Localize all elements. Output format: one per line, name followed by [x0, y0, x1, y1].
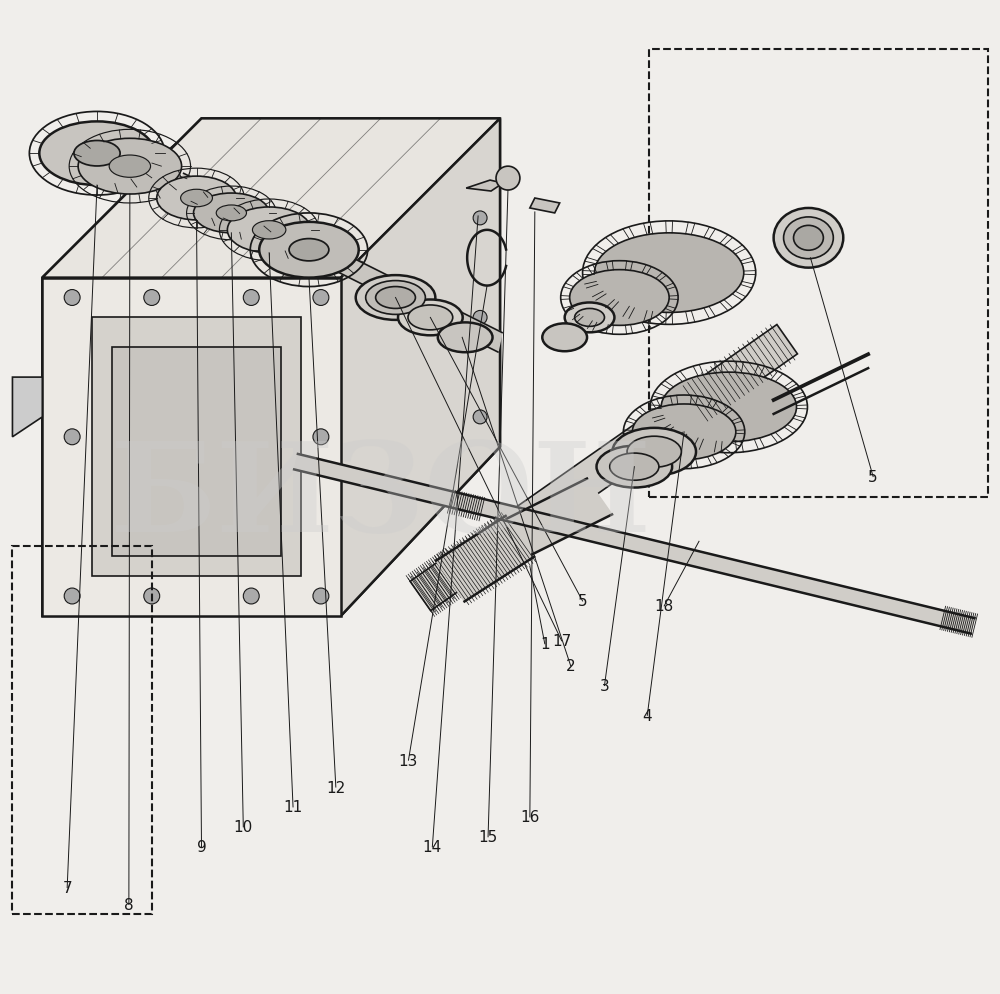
- Ellipse shape: [610, 453, 659, 481]
- Text: БИЗОН: БИЗОН: [110, 436, 652, 558]
- Circle shape: [64, 290, 80, 306]
- Circle shape: [313, 290, 329, 306]
- Text: 1: 1: [540, 636, 550, 652]
- Ellipse shape: [109, 156, 151, 178]
- Ellipse shape: [612, 428, 696, 476]
- Ellipse shape: [216, 206, 246, 222]
- Text: 18: 18: [655, 598, 674, 614]
- Circle shape: [313, 588, 329, 604]
- Ellipse shape: [39, 122, 155, 186]
- Ellipse shape: [774, 209, 843, 268]
- Polygon shape: [92, 318, 301, 577]
- Ellipse shape: [227, 208, 311, 253]
- Polygon shape: [42, 119, 500, 278]
- Text: 7: 7: [62, 880, 72, 896]
- Text: 5: 5: [578, 593, 587, 609]
- Polygon shape: [341, 119, 500, 616]
- Polygon shape: [507, 479, 612, 555]
- Text: 12: 12: [326, 779, 345, 795]
- Ellipse shape: [438, 323, 493, 353]
- Circle shape: [64, 588, 80, 604]
- Ellipse shape: [157, 177, 236, 221]
- Polygon shape: [466, 181, 503, 192]
- Text: 9: 9: [197, 839, 206, 855]
- Ellipse shape: [542, 324, 587, 352]
- Text: 13: 13: [399, 752, 418, 768]
- Ellipse shape: [597, 446, 672, 488]
- Circle shape: [313, 429, 329, 445]
- Polygon shape: [436, 517, 534, 601]
- Circle shape: [144, 290, 160, 306]
- Polygon shape: [180, 174, 502, 353]
- Ellipse shape: [252, 222, 286, 240]
- Polygon shape: [410, 325, 797, 611]
- Ellipse shape: [632, 405, 736, 460]
- Text: 10: 10: [234, 819, 253, 835]
- Text: 8: 8: [124, 897, 134, 912]
- Ellipse shape: [181, 190, 212, 208]
- Polygon shape: [42, 278, 341, 616]
- Text: 11: 11: [283, 799, 303, 815]
- Text: 15: 15: [478, 829, 498, 845]
- Ellipse shape: [575, 309, 604, 327]
- Text: 2: 2: [566, 658, 575, 674]
- Ellipse shape: [784, 218, 833, 259]
- Circle shape: [473, 212, 487, 226]
- Ellipse shape: [661, 373, 797, 442]
- Ellipse shape: [376, 287, 415, 309]
- Circle shape: [243, 588, 259, 604]
- Ellipse shape: [565, 303, 614, 333]
- Text: 16: 16: [520, 809, 540, 825]
- Circle shape: [496, 167, 520, 191]
- Text: 5: 5: [868, 469, 878, 485]
- Ellipse shape: [595, 234, 744, 313]
- Ellipse shape: [289, 240, 329, 261]
- Ellipse shape: [627, 436, 681, 468]
- Polygon shape: [294, 454, 975, 634]
- Circle shape: [473, 311, 487, 325]
- Ellipse shape: [356, 275, 435, 321]
- Ellipse shape: [570, 270, 669, 326]
- Text: 4: 4: [642, 708, 652, 724]
- Ellipse shape: [74, 141, 120, 167]
- Text: 14: 14: [423, 839, 442, 855]
- Ellipse shape: [408, 305, 453, 330]
- Polygon shape: [12, 378, 42, 437]
- Polygon shape: [112, 348, 281, 557]
- Ellipse shape: [366, 281, 425, 315]
- Circle shape: [243, 290, 259, 306]
- Circle shape: [473, 411, 487, 424]
- Ellipse shape: [78, 139, 182, 195]
- Ellipse shape: [259, 223, 359, 278]
- Text: 17: 17: [552, 633, 571, 649]
- Ellipse shape: [398, 300, 463, 336]
- Circle shape: [144, 588, 160, 604]
- Text: 3: 3: [600, 678, 609, 694]
- Polygon shape: [530, 199, 560, 214]
- Ellipse shape: [194, 194, 269, 234]
- Circle shape: [64, 429, 80, 445]
- Ellipse shape: [794, 227, 823, 250]
